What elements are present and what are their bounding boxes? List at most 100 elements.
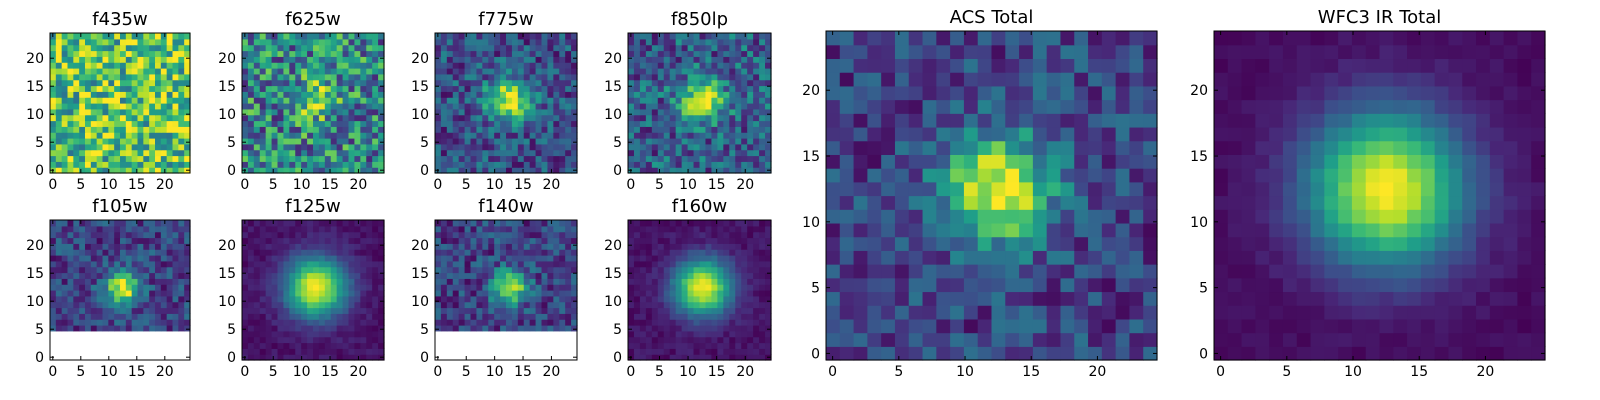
heatmap-cell xyxy=(435,284,442,291)
heatmap-cell xyxy=(517,132,525,139)
heatmap-cell xyxy=(324,272,332,279)
heatmap-cell xyxy=(313,278,320,285)
heatmap-cell xyxy=(511,313,519,320)
heatmap-cell xyxy=(458,330,466,338)
heatmap-cell xyxy=(67,278,74,285)
heatmap-cell xyxy=(348,231,356,239)
heatmap-cell xyxy=(535,62,543,69)
heatmap-cell xyxy=(96,249,104,256)
heatmap-cell xyxy=(61,336,69,344)
heatmap-cell xyxy=(735,79,742,87)
heatmap-cell xyxy=(137,114,144,122)
heatmap-cell xyxy=(657,342,665,349)
heatmap-cell xyxy=(289,220,296,227)
heatmap-cell xyxy=(565,149,572,157)
heatmap-cell xyxy=(1088,305,1103,320)
heatmap-cell xyxy=(571,155,578,162)
heatmap-cell xyxy=(523,284,531,291)
heatmap-cell xyxy=(318,225,326,233)
heatmap-cell xyxy=(458,44,466,52)
heatmap-cell xyxy=(723,325,730,332)
heatmap-cell xyxy=(464,243,472,250)
heatmap-cell xyxy=(143,307,150,314)
heatmap-cell xyxy=(717,255,724,262)
heatmap-cell xyxy=(571,114,578,122)
heatmap-cell xyxy=(318,56,326,63)
heatmap-cell xyxy=(547,38,554,46)
heatmap-cell xyxy=(639,290,647,297)
heatmap-cell xyxy=(67,325,74,332)
heatmap-cell xyxy=(446,330,454,338)
heatmap-cell xyxy=(137,79,144,87)
heatmap-cell xyxy=(541,301,549,309)
heatmap-cell xyxy=(535,342,543,349)
heatmap-cell xyxy=(348,167,356,174)
heatmap-cell xyxy=(687,167,695,174)
heatmap-cell xyxy=(366,260,373,268)
heatmap-cell xyxy=(517,313,525,320)
heatmap-cell xyxy=(265,319,273,326)
heatmap-cell xyxy=(102,266,109,274)
heatmap-cell xyxy=(452,33,460,40)
heatmap-cell xyxy=(324,132,332,139)
heatmap-cell xyxy=(663,155,671,162)
heatmap-cell xyxy=(705,108,713,116)
heatmap-cell xyxy=(435,295,442,303)
heatmap-cell xyxy=(435,266,442,274)
heatmap-cell xyxy=(711,319,718,326)
heatmap-cell xyxy=(90,62,98,69)
heatmap-cell xyxy=(184,97,191,104)
heatmap-cell xyxy=(529,167,537,174)
heatmap-cell xyxy=(55,50,63,57)
heatmap-cell xyxy=(535,330,543,338)
heatmap-cell xyxy=(247,120,255,127)
heatmap-cell xyxy=(143,33,150,40)
heatmap-cell xyxy=(470,330,478,338)
heatmap-cell xyxy=(699,161,707,168)
heatmap-cell xyxy=(500,290,507,297)
heatmap-cell xyxy=(50,307,57,314)
heatmap-cell xyxy=(657,62,665,69)
heatmap-cell xyxy=(172,33,179,40)
heatmap-cell xyxy=(73,97,80,104)
heatmap-cell xyxy=(500,272,507,279)
heatmap-cell xyxy=(125,91,133,98)
heatmap-cell xyxy=(55,143,63,151)
heatmap-cell xyxy=(125,73,133,81)
x-tick-label: 20 xyxy=(543,177,561,193)
heatmap-cell xyxy=(354,33,361,40)
heatmap-cell xyxy=(108,342,115,349)
x-tick-label: 0 xyxy=(626,177,635,193)
heatmap-cell xyxy=(90,231,98,239)
heatmap-cell xyxy=(500,50,507,57)
heatmap-cell xyxy=(137,149,144,157)
heatmap-cell xyxy=(711,62,718,69)
heatmap-cell xyxy=(360,249,367,256)
y-tick-label: 5 xyxy=(35,135,44,151)
heatmap-cell xyxy=(73,278,80,285)
heatmap-cell xyxy=(523,38,531,46)
heatmap-cell xyxy=(553,272,560,279)
heatmap-cell xyxy=(50,91,57,98)
heatmap-cell xyxy=(330,138,338,145)
heatmap-cell xyxy=(559,301,566,309)
heatmap-cell xyxy=(699,243,707,250)
heatmap-cell xyxy=(729,44,736,52)
heatmap-cell xyxy=(114,336,121,344)
heatmap-cell xyxy=(717,50,724,57)
heatmap-cell xyxy=(645,44,653,52)
heatmap-cell xyxy=(102,114,109,122)
heatmap-cell xyxy=(253,73,261,81)
heatmap-cell xyxy=(506,50,513,57)
heatmap-cell xyxy=(753,167,760,174)
heatmap-cell xyxy=(295,342,302,349)
heatmap-cell xyxy=(559,290,566,297)
heatmap-cell xyxy=(160,220,168,227)
heatmap-cell xyxy=(717,33,724,40)
heatmap-cell xyxy=(330,120,338,127)
heatmap-cell xyxy=(693,97,701,104)
heatmap-cell xyxy=(511,272,519,279)
heatmap-cell xyxy=(354,313,361,320)
heatmap-cell xyxy=(324,68,332,75)
heatmap-cell xyxy=(729,342,736,349)
